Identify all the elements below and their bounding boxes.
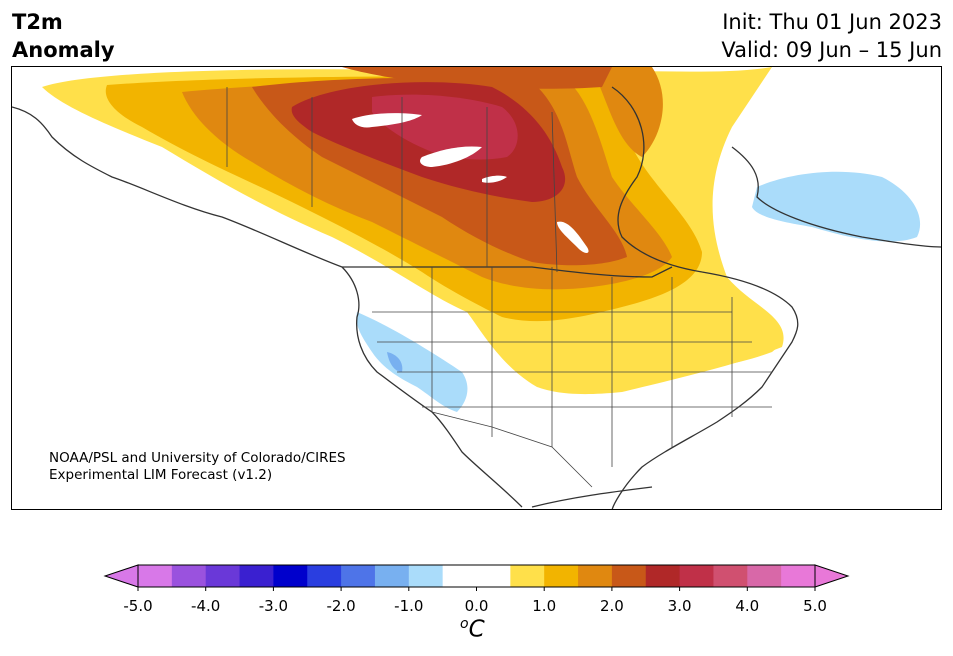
credit-line-2: Experimental LIM Forecast (v1.2) bbox=[49, 467, 273, 483]
colorbar-segment bbox=[510, 565, 545, 587]
degree-symbol: o bbox=[460, 616, 469, 632]
great-lakes-mask-4 bbox=[557, 221, 589, 253]
colorbar-over-arrow bbox=[814, 564, 850, 588]
anomaly-region-neg2c bbox=[387, 352, 403, 372]
forecast-credit: NOAA/PSL and University of Colorado/CIRE… bbox=[49, 450, 346, 484]
labrador-coast bbox=[731, 146, 941, 248]
colorbar-segment bbox=[273, 565, 308, 587]
atlantic-coastline bbox=[611, 271, 799, 509]
valid-range: Valid: 09 Jun – 15 Jun bbox=[721, 38, 942, 62]
title-line-1: T2m bbox=[12, 10, 63, 34]
hudson-bay-coast bbox=[611, 86, 703, 273]
colorbar-segment bbox=[747, 565, 782, 587]
colorbar-under-arrow bbox=[103, 564, 139, 588]
colorbar-segment bbox=[611, 565, 647, 587]
canada-us-border bbox=[342, 266, 673, 278]
init-date: Init: Thu 01 Jun 2023 bbox=[722, 10, 942, 34]
anomaly-region-1c-ohio bbox=[615, 286, 783, 372]
colorbar-segment bbox=[781, 565, 816, 587]
unit-letter: C bbox=[468, 616, 485, 643]
map-canvas bbox=[12, 67, 941, 509]
colorbar-segment bbox=[307, 565, 342, 587]
colorbar-ticks: -5.0 -4.0 -3.0 -2.0 -1.0 0.0 1.0 2.0 3.0 4.0 5.0 bbox=[123, 587, 827, 615]
colorbar-tick-label: 4.0 bbox=[735, 597, 759, 615]
colorbar-tick-label: -4.0 bbox=[191, 597, 220, 615]
colorbar-segment bbox=[578, 565, 613, 587]
political-borders bbox=[226, 87, 772, 488]
colorbar-unit: oC bbox=[460, 616, 485, 643]
great-lakes-mask-3 bbox=[482, 175, 507, 183]
colorbar-segment bbox=[138, 565, 173, 587]
colorbar-segment bbox=[408, 565, 444, 587]
colorbar-segment bbox=[476, 565, 511, 587]
credit-line-1: NOAA/PSL and University of Colorado/CIRE… bbox=[49, 450, 346, 466]
forecast-dates: Init: Thu 01 Jun 2023 Valid: 09 Jun – 15… bbox=[721, 8, 942, 64]
title-line-2: Anomaly bbox=[12, 38, 115, 62]
gulf-coastline bbox=[531, 486, 653, 508]
colorbar-segment bbox=[679, 565, 714, 587]
colorbar-tick-label: 0.0 bbox=[465, 597, 489, 615]
anomaly-region-4c-north bbox=[342, 67, 612, 89]
colorbar-tick-label: -5.0 bbox=[123, 597, 152, 615]
colorbar-segment bbox=[205, 565, 241, 587]
colorbar-segment bbox=[713, 565, 748, 587]
map-title: T2m Anomaly bbox=[12, 8, 115, 64]
great-lakes-mask-1 bbox=[352, 113, 422, 128]
colorbar-tick-label: 5.0 bbox=[803, 597, 827, 615]
anomaly-map bbox=[11, 66, 942, 510]
mexico-border bbox=[431, 411, 593, 488]
colorbar-tick-label: 3.0 bbox=[668, 597, 692, 615]
pacific-coastline bbox=[12, 106, 523, 508]
anomaly-region-neg1c-california bbox=[356, 312, 468, 412]
colorbar-segment bbox=[442, 565, 477, 587]
anomaly-region-3c-east bbox=[592, 67, 663, 157]
province-border-5 bbox=[551, 111, 558, 273]
anomaly-region-6c bbox=[372, 94, 518, 160]
colorbar-tick-label: 2.0 bbox=[600, 597, 624, 615]
anomaly-shading bbox=[42, 67, 921, 412]
colorbar-segment bbox=[341, 565, 376, 587]
colorbar-tick-label: -1.0 bbox=[394, 597, 423, 615]
map-outlines bbox=[12, 86, 941, 509]
colorbar-segment bbox=[374, 565, 410, 587]
colorbar-segment bbox=[239, 565, 274, 587]
colorbar-tick-label: 1.0 bbox=[532, 597, 556, 615]
anomaly-region-neg1c-quebec bbox=[752, 171, 921, 242]
colorbar: -5.0 -4.0 -3.0 -2.0 -1.0 0.0 1.0 2.0 3.0 4.0 5.0 bbox=[103, 564, 850, 615]
colorbar-segment bbox=[645, 565, 681, 587]
colorbar-segments bbox=[138, 565, 816, 587]
colorbar-segment bbox=[544, 565, 579, 587]
colorbar-tick-label: -3.0 bbox=[259, 597, 288, 615]
colorbar-segment bbox=[171, 565, 207, 587]
great-lakes-mask-2 bbox=[420, 146, 482, 167]
colorbar-tick-label: -2.0 bbox=[326, 597, 355, 615]
